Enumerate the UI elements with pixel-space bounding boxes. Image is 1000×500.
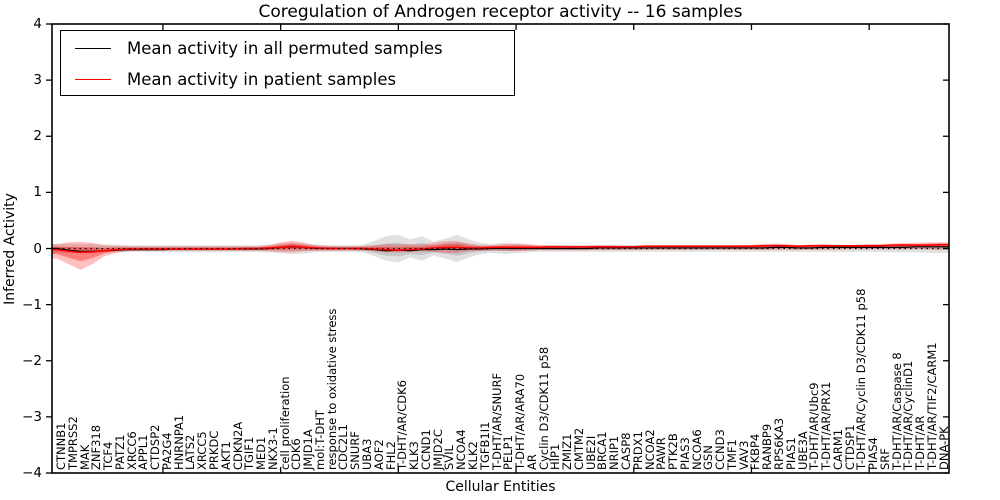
legend-line-permuted-icon <box>75 47 111 49</box>
x-axis-label: Cellular Entities <box>445 479 556 495</box>
legend-line-patient-icon <box>75 78 111 80</box>
y-tick-label: −3 <box>22 408 42 425</box>
y-tick-label: 0 <box>33 240 42 257</box>
y-tick-label: 1 <box>33 184 42 201</box>
legend-item-patient: Mean activity in patient samples <box>61 65 514 93</box>
legend-label-permuted: Mean activity in all permuted samples <box>127 38 443 58</box>
legend-box: Mean activity in all permuted samples Me… <box>60 30 515 96</box>
y-tick-label: 2 <box>33 128 42 145</box>
y-tick-label: 3 <box>33 72 42 89</box>
legend-label-patient: Mean activity in patient samples <box>127 69 397 89</box>
permuted-band-inner <box>52 242 949 257</box>
chart-title: Coregulation of Androgen receptor activi… <box>258 2 743 22</box>
x-category-label: DNA-PK <box>936 426 951 470</box>
y-tick-label: −4 <box>22 465 42 481</box>
legend-item-permuted: Mean activity in all permuted samples <box>61 34 514 62</box>
y-tick-label: 4 <box>33 16 42 32</box>
y-tick-label: −2 <box>22 352 42 369</box>
y-tick-label: −1 <box>22 296 42 313</box>
